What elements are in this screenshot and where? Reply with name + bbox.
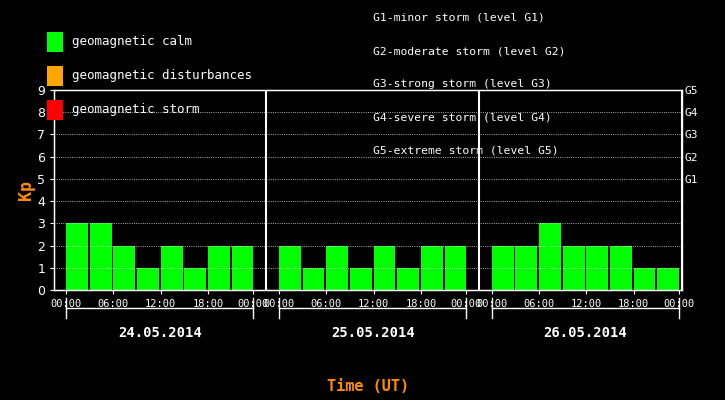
Text: G1-minor storm (level G1): G1-minor storm (level G1) bbox=[373, 13, 545, 23]
Text: 24.05.2014: 24.05.2014 bbox=[118, 326, 202, 340]
Bar bbox=[587, 246, 608, 290]
Bar bbox=[492, 246, 513, 290]
Bar bbox=[90, 223, 112, 290]
Bar bbox=[515, 246, 537, 290]
Bar bbox=[350, 268, 372, 290]
Bar bbox=[326, 246, 348, 290]
Text: 26.05.2014: 26.05.2014 bbox=[544, 326, 627, 340]
Text: G4-severe storm (level G4): G4-severe storm (level G4) bbox=[373, 113, 552, 122]
Bar bbox=[610, 246, 632, 290]
Bar bbox=[302, 268, 324, 290]
Bar bbox=[539, 223, 561, 290]
Text: Time (UT): Time (UT) bbox=[327, 379, 410, 394]
Text: geomagnetic disturbances: geomagnetic disturbances bbox=[72, 70, 252, 82]
Bar bbox=[232, 246, 254, 290]
Y-axis label: Kp: Kp bbox=[17, 180, 35, 200]
Text: geomagnetic storm: geomagnetic storm bbox=[72, 104, 199, 116]
Bar bbox=[634, 268, 655, 290]
Bar bbox=[563, 246, 584, 290]
Bar bbox=[279, 246, 301, 290]
Bar bbox=[373, 246, 395, 290]
Bar bbox=[658, 268, 679, 290]
Text: geomagnetic calm: geomagnetic calm bbox=[72, 36, 192, 48]
Bar bbox=[114, 246, 136, 290]
Bar bbox=[66, 223, 88, 290]
Bar bbox=[184, 268, 206, 290]
Text: G3-strong storm (level G3): G3-strong storm (level G3) bbox=[373, 80, 552, 90]
Bar bbox=[421, 246, 443, 290]
Text: G2-moderate storm (level G2): G2-moderate storm (level G2) bbox=[373, 46, 566, 56]
Text: 25.05.2014: 25.05.2014 bbox=[331, 326, 415, 340]
Bar bbox=[397, 268, 419, 290]
Text: G5-extreme storm (level G5): G5-extreme storm (level G5) bbox=[373, 146, 559, 156]
Bar bbox=[444, 246, 466, 290]
Bar bbox=[137, 268, 159, 290]
Bar bbox=[208, 246, 230, 290]
Bar bbox=[161, 246, 183, 290]
